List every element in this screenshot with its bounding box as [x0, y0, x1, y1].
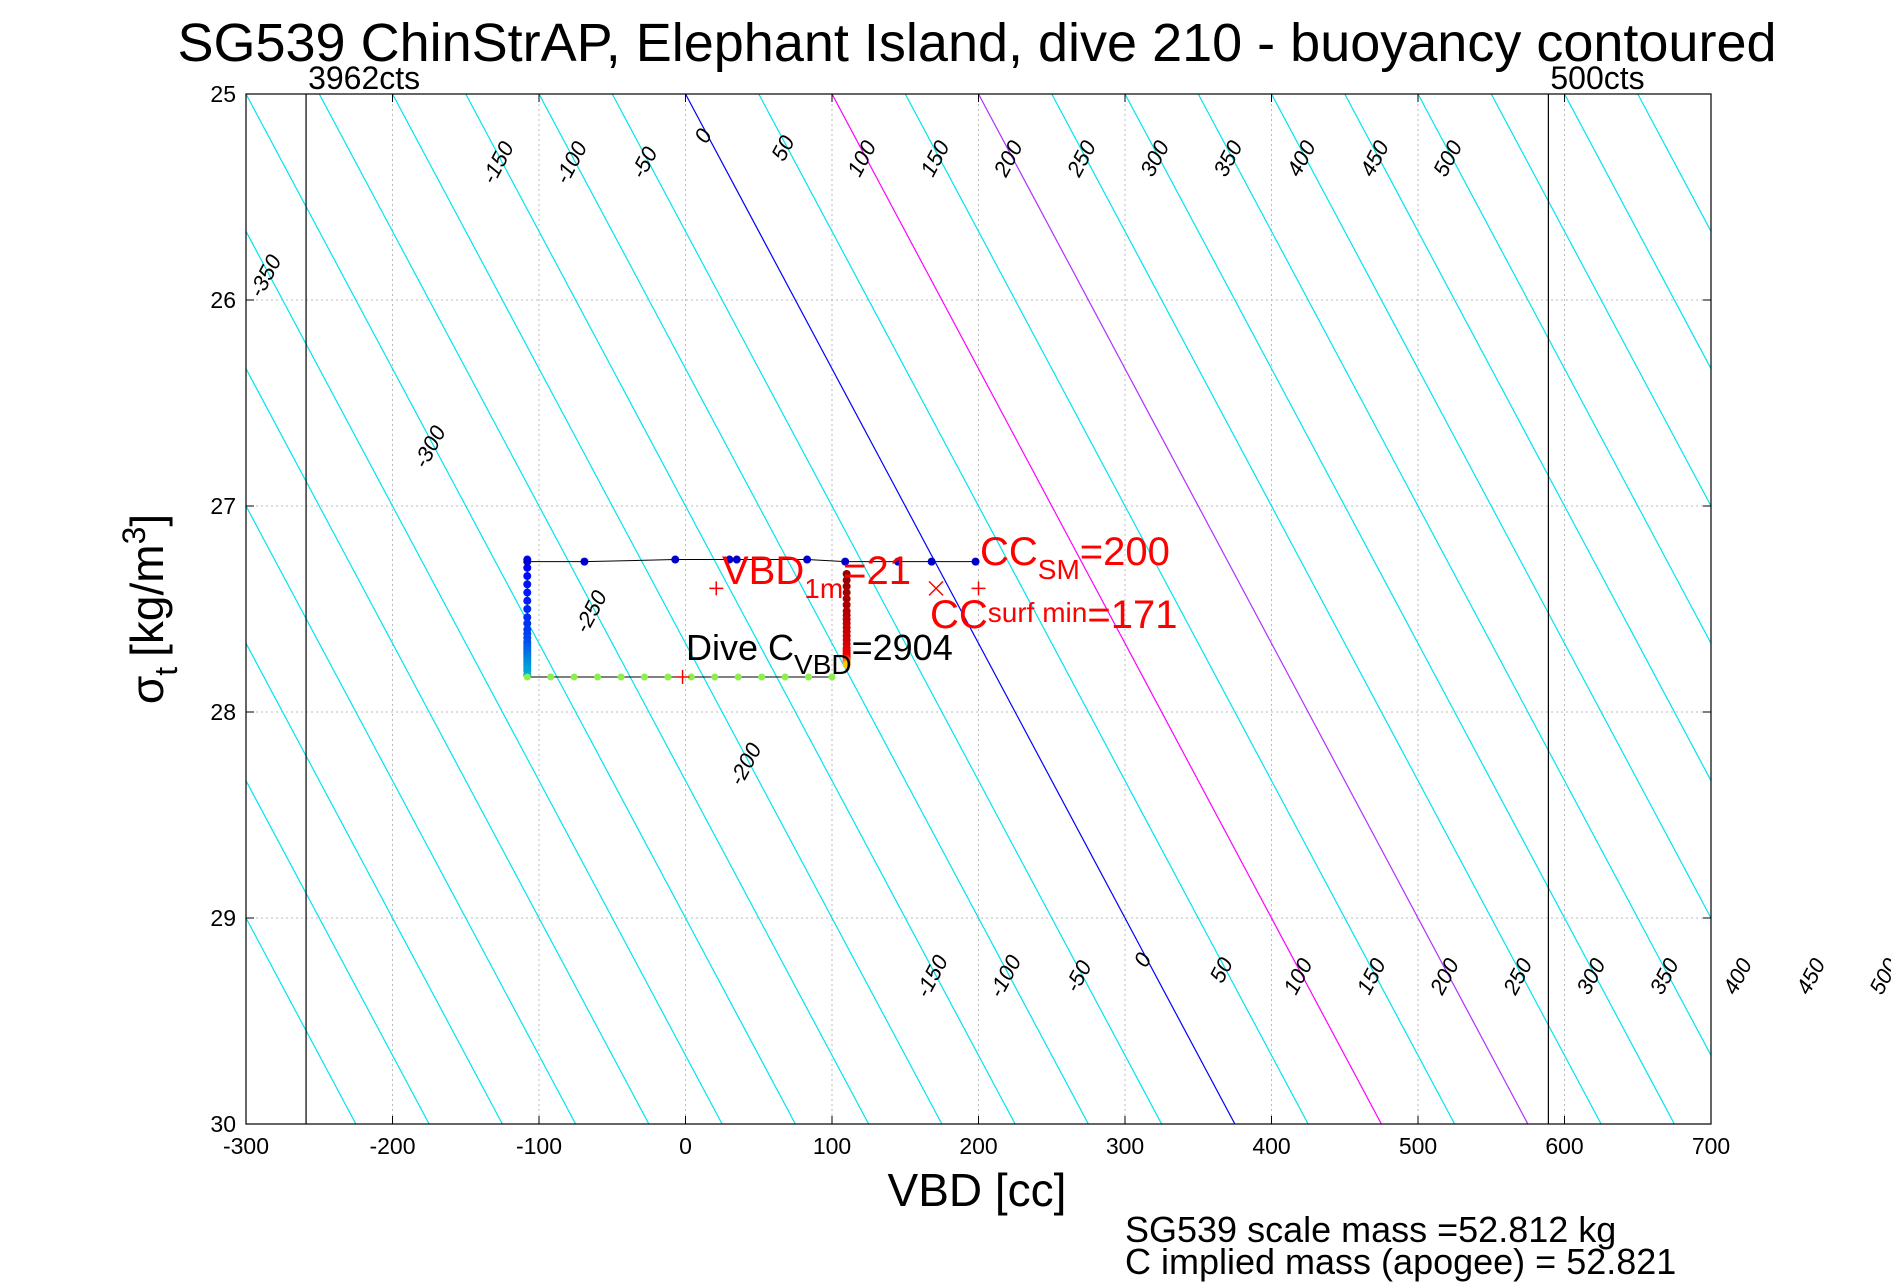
apogee-point [524, 673, 531, 680]
contour-line [0, 94, 429, 1124]
contour-value-label: 100 [1278, 954, 1318, 999]
contour-value-label: 400 [1718, 954, 1758, 999]
surface-point [803, 556, 811, 564]
x-tick-label: 100 [813, 1133, 851, 1159]
cc-sm-annotation: CCSM=200 [980, 530, 1170, 585]
apogee-point [618, 673, 625, 680]
contour-value-label: 50 [766, 131, 800, 165]
contour-value-label: 300 [1135, 136, 1175, 181]
surface-point [928, 558, 936, 566]
plus-marker [676, 670, 690, 684]
contour-value-label: 350 [1644, 954, 1684, 999]
contour-value-label: -50 [1060, 956, 1097, 996]
surface-point [671, 556, 679, 564]
apogee-point [594, 673, 601, 680]
x-tick-label: 600 [1545, 1133, 1583, 1159]
contour-line [393, 94, 942, 1124]
contour-value-label: -150 [910, 950, 953, 1001]
contour-value-label: -300 [408, 421, 451, 472]
annotations: VBD1m=21 CCSM=200 CCsurf min=171 Dive CV… [686, 530, 1177, 680]
vbd-1m-annotation: VBD1m=21 [722, 549, 911, 604]
dive-point [523, 597, 531, 605]
dive-point [523, 605, 531, 613]
contour-value-label: 300 [1571, 954, 1611, 999]
contour-value-label: -100 [983, 950, 1026, 1001]
x-tick-label: 700 [1692, 1133, 1730, 1159]
contour-value-label: 350 [1208, 136, 1248, 181]
x-tick-label: 0 [679, 1133, 692, 1159]
surface-point [523, 558, 531, 566]
apogee-point [641, 673, 648, 680]
apogee-point [782, 673, 789, 680]
contour-line [246, 94, 795, 1124]
contour-line [0, 94, 502, 1124]
dive-c-vbd-annotation: Dive CVBD=2904 [686, 627, 953, 680]
contour-value-label: -200 [724, 738, 767, 789]
contour-value-label: -50 [626, 142, 663, 182]
y-tick-label: 26 [210, 287, 236, 313]
contour-value-label: 450 [1791, 954, 1831, 999]
contour-value-label: 500 [1864, 954, 1891, 999]
dive-point [523, 572, 531, 580]
implied-mass-text: C implied mass (apogee) = 52.821 [1125, 1244, 1676, 1280]
apogee-point [664, 673, 671, 680]
x-tick-label: 400 [1252, 1133, 1290, 1159]
surface-point [580, 558, 588, 566]
x-tick-label: 200 [959, 1133, 997, 1159]
contour-value-label: 50 [1205, 953, 1239, 987]
contour-value-label: -250 [569, 586, 612, 637]
contour-value-label: 450 [1355, 136, 1395, 181]
x-tick-label: 500 [1399, 1133, 1437, 1159]
vbd-limit-label: 3962cts [308, 60, 420, 96]
surface-point [972, 558, 980, 566]
y-tick-label: 28 [210, 699, 236, 725]
contour-line [173, 94, 722, 1124]
dive-point [523, 589, 531, 597]
dive-point [523, 580, 531, 588]
contour-value-label: -350 [244, 250, 287, 301]
contour-line [1491, 94, 1891, 1124]
contour-value-label: -100 [549, 137, 592, 188]
y-tick-label: 27 [210, 493, 236, 519]
x-tick-label: 300 [1106, 1133, 1144, 1159]
contour-value-label: 150 [915, 136, 955, 181]
x-axis-label: VBD [cc] [888, 1164, 1067, 1216]
contour-value-label: 100 [842, 136, 882, 181]
contour-value-label: 400 [1281, 136, 1321, 181]
apogee-point [758, 673, 765, 680]
vbd-limit-label: 500cts [1550, 60, 1644, 96]
contour-value-label: 150 [1351, 954, 1391, 999]
y-tick-label: 30 [210, 1111, 236, 1137]
x-tick-label: -100 [516, 1133, 562, 1159]
contour-line [0, 94, 356, 1124]
apogee-point [547, 673, 554, 680]
y-tick-label: 25 [210, 81, 236, 107]
contour-value-label: -150 [476, 137, 519, 188]
y-axis-label: σt[kg/m3] [116, 514, 184, 704]
x-tick-label: -200 [369, 1133, 415, 1159]
apogee-point [711, 673, 718, 680]
contour-value-label: 500 [1428, 136, 1468, 181]
apogee-point [735, 673, 742, 680]
cc-surf-min-annotation: CCsurf min=171 [930, 593, 1177, 637]
contour-line [26, 94, 575, 1124]
contour-line [100, 94, 649, 1124]
apogee-point [571, 673, 578, 680]
y-tick-label: 29 [210, 905, 236, 931]
